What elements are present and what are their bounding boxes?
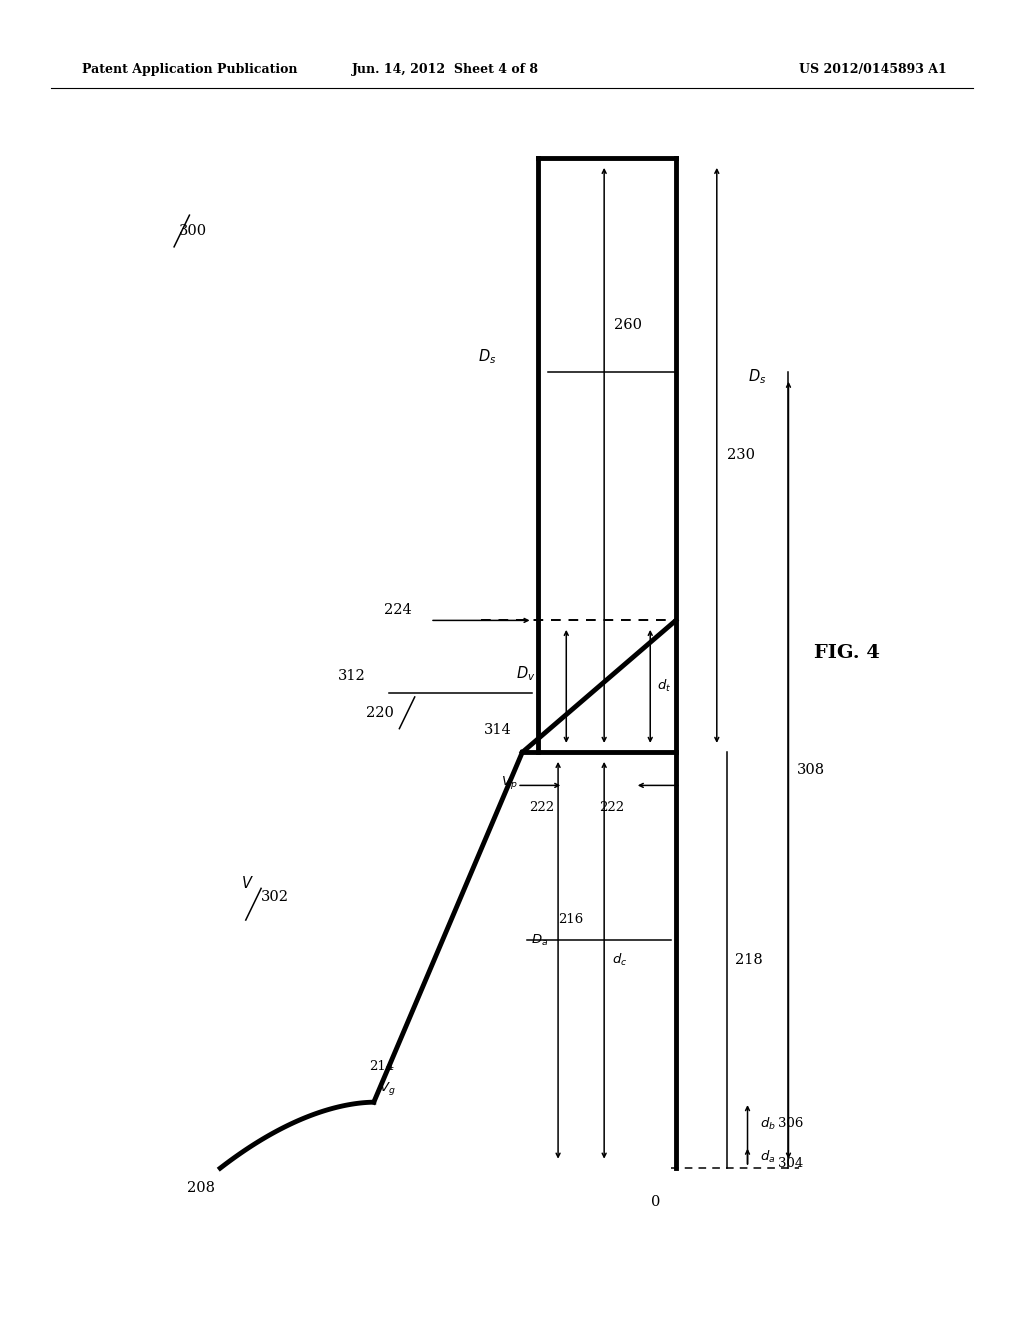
Text: 218: 218 [735,953,763,968]
Text: 306: 306 [778,1118,804,1130]
Text: 312: 312 [338,669,366,682]
Text: $D_v$: $D_v$ [516,664,536,682]
Text: 302: 302 [261,890,289,904]
Text: $V_p$: $V_p$ [501,774,517,791]
Text: 260: 260 [614,318,642,331]
Text: 224: 224 [384,603,412,616]
Text: $V$: $V$ [241,875,254,891]
Text: US 2012/0145893 A1: US 2012/0145893 A1 [800,63,947,77]
Text: 222: 222 [599,801,625,814]
Text: $D_a$: $D_a$ [530,933,548,948]
Text: $d_t$: $d_t$ [657,678,672,694]
Text: 222: 222 [529,801,555,814]
Text: 216: 216 [558,913,584,927]
Text: Patent Application Publication: Patent Application Publication [82,63,297,77]
Text: 214: 214 [369,1060,394,1073]
Text: $D_s$: $D_s$ [748,367,766,385]
Text: 0: 0 [651,1195,660,1209]
Text: 208: 208 [187,1181,215,1196]
Text: $d_c$: $d_c$ [612,952,628,969]
Text: 304: 304 [778,1158,804,1170]
Text: FIG. 4: FIG. 4 [814,644,880,663]
Text: 230: 230 [727,449,755,462]
Text: $D_s$: $D_s$ [478,347,497,366]
Text: 308: 308 [797,763,824,777]
Text: 220: 220 [367,706,394,719]
Text: $d_b$: $d_b$ [760,1115,775,1133]
Text: $d_a$: $d_a$ [760,1148,775,1166]
Text: Jun. 14, 2012  Sheet 4 of 8: Jun. 14, 2012 Sheet 4 of 8 [352,63,539,77]
Text: 300: 300 [179,224,207,238]
Text: $V_g$: $V_g$ [379,1080,395,1097]
Text: 314: 314 [484,722,512,737]
